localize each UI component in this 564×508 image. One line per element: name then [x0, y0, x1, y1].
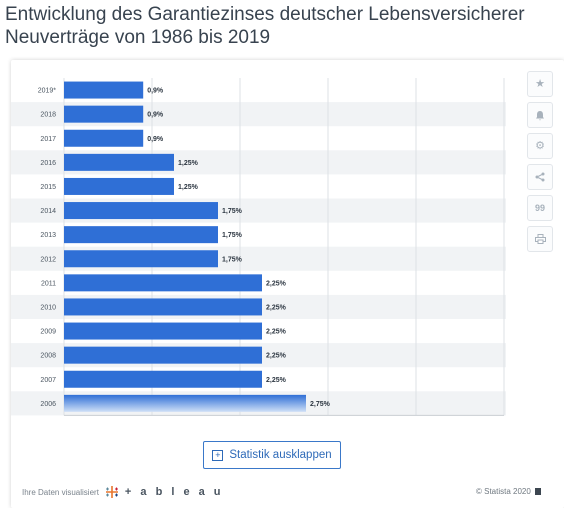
data-label: 1,75%: [222, 232, 243, 239]
data-label: 2,25%: [266, 353, 287, 360]
print-shape: [534, 234, 546, 244]
bar-2013: [64, 226, 218, 244]
bar-2016: [64, 153, 174, 171]
bell-icon[interactable]: [527, 102, 553, 128]
share-shape: [535, 172, 545, 182]
headline-line-2: Neuverträge von 1986 bis 2019: [5, 27, 271, 48]
statista-copyright[interactable]: © Statista 2020: [476, 487, 541, 496]
bell-shape: [536, 110, 544, 120]
bar-2017: [64, 129, 144, 147]
flag-icon: [534, 488, 541, 495]
bar-2006: [64, 394, 306, 412]
gear-icon[interactable]: ⚙: [527, 133, 553, 159]
data-label: 2,25%: [266, 304, 287, 311]
data-label: 1,75%: [222, 256, 243, 263]
category-label: 2012: [40, 256, 56, 263]
credit-text: Ihre Daten visualisiert: [22, 487, 99, 497]
category-label: 2006: [40, 401, 56, 408]
tableau-credit[interactable]: Ihre Daten visualisiert + a b l e a u: [22, 484, 224, 500]
bar-2019-star: [64, 81, 144, 99]
data-label: 2,25%: [266, 280, 287, 287]
headline-line-1: Entwicklung des Garantiezinses deutscher…: [5, 4, 525, 25]
data-label: 2,25%: [266, 377, 287, 384]
expand-statistic-button[interactable]: + Statistik ausklappen: [203, 441, 341, 469]
copyright-text: © Statista 2020: [476, 487, 531, 496]
data-label: 2,25%: [266, 329, 287, 336]
category-label: 2011: [41, 280, 56, 287]
expand-statistic-label: Statistik ausklappen: [229, 449, 332, 461]
chart-toolbar: ★ ⚙ 99: [527, 71, 555, 257]
data-label: 0,9%: [147, 88, 164, 95]
data-label: 1,25%: [178, 160, 199, 167]
category-label: 2007: [40, 377, 56, 384]
bar-2011: [64, 274, 262, 292]
star-icon[interactable]: ★: [527, 71, 553, 97]
tableau-mark-icon: [105, 486, 118, 498]
data-label: 1,75%: [222, 208, 243, 215]
category-label: 2008: [40, 353, 56, 360]
data-label: 0,9%: [147, 136, 164, 143]
quote-icon[interactable]: 99: [527, 195, 553, 221]
chart-card: 2019* 0,9% 2018 0,9% 2017 0,9% 2016 1,25% 2015 1,…: [11, 60, 564, 508]
bar-2012: [64, 250, 218, 268]
category-label: 2018: [40, 112, 56, 119]
gear-glyph: ⚙: [535, 139, 545, 152]
bar-chart: 2019* 0,9% 2018 0,9% 2017 0,9% 2016 1,25% 2015 1,…: [11, 78, 506, 416]
bar-2015: [64, 177, 174, 195]
category-label: 2019*: [38, 88, 57, 95]
data-label: 1,25%: [178, 184, 199, 191]
category-label: 2016: [40, 160, 56, 167]
share-icon[interactable]: [527, 164, 553, 190]
category-label: 2015: [40, 184, 56, 191]
data-label: 2,75%: [310, 401, 331, 408]
chart-headline: Entwicklung des Garantiezinses deutscher…: [5, 3, 564, 49]
star-glyph: ★: [535, 77, 545, 90]
tableau-logo: + a b l e a u: [124, 486, 224, 498]
bar-2014: [64, 202, 218, 220]
bar-2008: [64, 346, 262, 364]
category-label: 2010: [40, 304, 56, 311]
category-label: 2009: [40, 329, 56, 336]
category-label: 2014: [40, 208, 56, 215]
bar-2010: [64, 298, 262, 316]
print-icon[interactable]: [527, 226, 553, 252]
bar-2009: [64, 322, 262, 340]
quote-glyph: 99: [534, 202, 545, 213]
bar-2007: [64, 370, 262, 388]
category-label: 2013: [40, 232, 56, 239]
category-label: 2017: [40, 136, 56, 143]
expand-icon: +: [212, 449, 224, 461]
data-label: 0,9%: [147, 112, 164, 119]
bar-2018: [64, 105, 144, 123]
